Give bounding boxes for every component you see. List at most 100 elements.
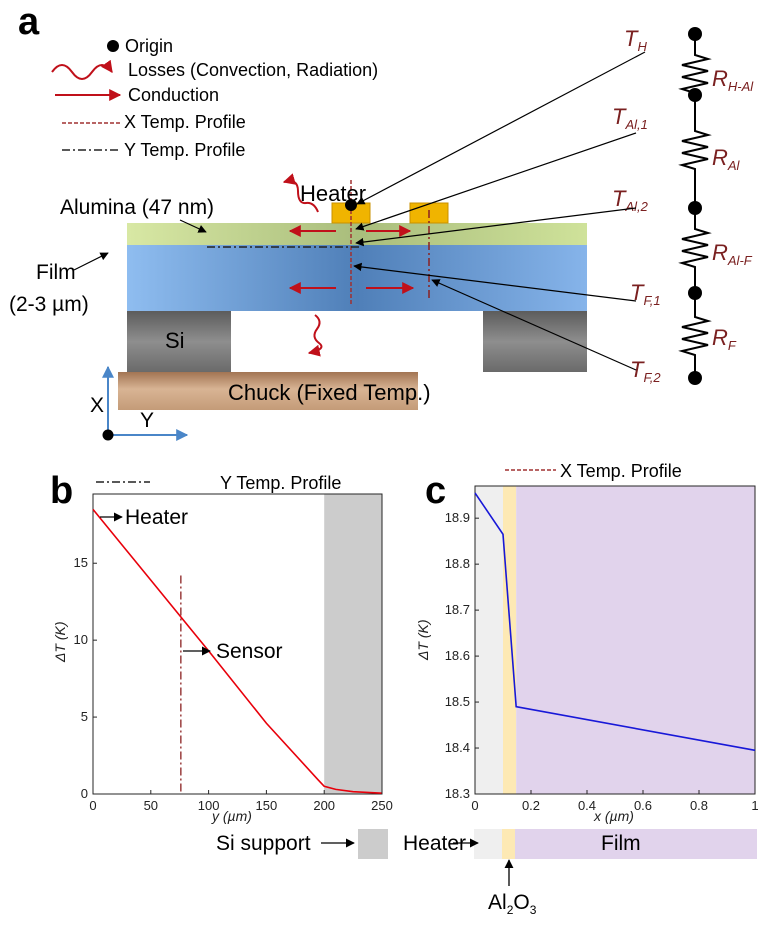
panel-a-legend: Origin Losses (Convection, Radiation) Co… <box>51 36 378 160</box>
panel-a: a Origin Losses (Convection, Radiation) … <box>9 1 754 441</box>
x-tick-label: 1 <box>751 798 758 813</box>
plot-frame-b <box>92 493 383 795</box>
resistor-al-f <box>678 208 712 293</box>
al2o3-label: Al2O3 <box>488 891 537 917</box>
al2o3-strip <box>502 829 515 859</box>
y-axis-label-c: ΔT (K) <box>415 620 431 662</box>
node-tf2 <box>688 371 702 385</box>
y-tick-label: 0 <box>81 786 88 801</box>
film-pointer <box>73 252 109 271</box>
legend-x-profile-label: X Temp. Profile <box>124 112 246 132</box>
legend-losses-label: Losses (Convection, Radiation) <box>128 60 378 80</box>
legend-y-profile-label: Y Temp. Profile <box>220 473 341 493</box>
si-support-left <box>127 311 231 372</box>
node-th <box>688 27 702 41</box>
x-tick-label: 50 <box>144 798 158 813</box>
y-tick-label: 18.4 <box>445 740 470 755</box>
x-tick-label: 0.6 <box>634 798 652 813</box>
alumina-pointer <box>179 219 207 233</box>
leader-th <box>356 51 646 205</box>
resistor-label-al: RAl <box>712 145 741 173</box>
si-support-right <box>483 311 587 372</box>
x-tick-label: 0 <box>471 798 478 813</box>
node-tal1 <box>688 88 702 102</box>
node-tal2 <box>688 201 702 215</box>
origin-point <box>345 199 357 211</box>
x-tick-label: 150 <box>256 798 278 813</box>
leader-tal1 <box>355 132 637 231</box>
node-label-tal1: TAl,1 <box>612 104 648 132</box>
node-label-tf1: TF,1 <box>630 280 661 308</box>
sensor-annot-label: Sensor <box>216 640 283 663</box>
y-tick-label: 15 <box>74 555 88 570</box>
loss-arrow <box>282 173 319 213</box>
heater-region <box>475 486 503 794</box>
x-axis-label-b: y (µm) <box>211 808 252 824</box>
legend-y-profile-label: Y Temp. Profile <box>124 140 245 160</box>
leader-tal2 <box>355 207 637 247</box>
origin-marker-icon <box>107 40 119 52</box>
legend-x-profile-label: X Temp. Profile <box>560 461 682 481</box>
y-axis-label-b: ΔT (K) <box>52 622 68 664</box>
y-tick-label: 5 <box>81 709 88 724</box>
resistor-al <box>678 95 712 208</box>
axis-origin-point <box>102 429 114 441</box>
heater-strip <box>474 829 502 859</box>
panel-c: c X Temp. Profile 0 0.2 0.4 0.6 0.8 1 18.3 18.4… <box>403 461 759 917</box>
node-tf1 <box>688 286 702 300</box>
chuck-label: Chuck (Fixed Temp.) <box>228 380 431 405</box>
x-tick-label: 0.4 <box>578 798 596 813</box>
resistor-label-al-f: RAl-F <box>712 240 753 268</box>
y-tick-label: 18.8 <box>445 556 470 571</box>
chuck-block <box>118 372 418 410</box>
losses-wave-icon <box>51 59 113 80</box>
y-tick-label: 18.7 <box>445 602 470 617</box>
x-axis-label-c: x (µm) <box>593 808 634 824</box>
node-label-tf2: TF,2 <box>630 357 661 385</box>
film-region <box>516 486 755 794</box>
y-tick-label: 18.9 <box>445 510 470 525</box>
x-tick-label: 0.8 <box>690 798 708 813</box>
film-layer <box>127 245 587 311</box>
heater-strip-label: Heater <box>403 832 466 855</box>
x-tick-label: 200 <box>313 798 335 813</box>
panel-label-c: c <box>425 470 446 512</box>
panel-label-b: b <box>50 470 73 512</box>
film-strip-label: Film <box>601 832 641 855</box>
node-label-tal2: TAl,2 <box>612 186 649 214</box>
y-tick-label: 18.6 <box>445 648 470 663</box>
x-tick-label: 0.2 <box>522 798 540 813</box>
resistor-label-h-al: RH-Al <box>712 66 754 94</box>
si-support-region <box>324 494 382 794</box>
x-tick-label: 100 <box>198 798 220 813</box>
alumina-label: Alumina (47 nm) <box>60 196 214 219</box>
temperature-line-x <box>474 492 756 752</box>
si-support-swatch <box>358 829 388 859</box>
resistor-label-f: RF <box>712 325 737 353</box>
film-label-line2: (2-3 µm) <box>9 293 89 316</box>
temperature-line-y <box>92 508 383 795</box>
loss-arrow <box>307 314 323 357</box>
panel-b: b Y Temp. Profile 0 50 100 150 200 250051015 … <box>50 470 393 859</box>
axis-ticks-c: 0 0.2 0.4 0.6 0.8 1 18.3 18.4 18.5 18.6 18.7 18.8 18… <box>445 510 759 813</box>
leader-tf2 <box>431 279 637 371</box>
alumina-layer <box>127 223 587 245</box>
x-tick-label: 0 <box>89 798 96 813</box>
heater-label: Heater <box>300 181 366 206</box>
legend-conduction-label: Conduction <box>128 85 219 105</box>
legend-origin-label: Origin <box>125 36 173 56</box>
si-label: Si <box>165 328 185 353</box>
film-strip <box>515 829 757 859</box>
resistor-f <box>678 293 712 378</box>
heater-annot-label: Heater <box>125 506 188 529</box>
si-support-label: Si support <box>216 832 311 855</box>
panel-label-a: a <box>18 1 40 43</box>
node-label-th: TH <box>624 26 647 54</box>
alumina-region <box>503 486 517 794</box>
axis-y-label: Y <box>140 409 154 432</box>
plot-frame-c <box>474 485 756 795</box>
y-tick-label: 10 <box>74 632 88 647</box>
y-tick-label: 18.3 <box>445 786 470 801</box>
x-tick-label: 250 <box>371 798 393 813</box>
